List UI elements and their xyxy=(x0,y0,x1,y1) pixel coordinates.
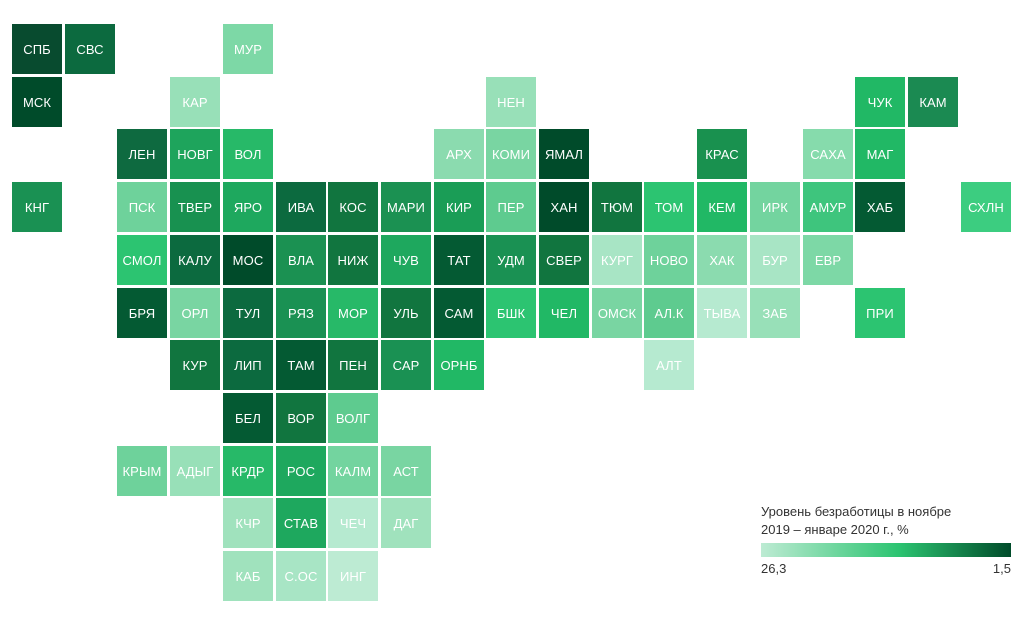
region-tile[interactable]: КАЛУ xyxy=(170,235,220,285)
region-tile[interactable]: САХА xyxy=(803,129,853,179)
region-tile[interactable]: КНГ xyxy=(12,182,62,232)
region-tile[interactable]: КУРГ xyxy=(592,235,642,285)
region-tile[interactable]: КЕМ xyxy=(697,182,747,232)
region-tile[interactable]: ТУЛ xyxy=(223,288,273,338)
region-tile[interactable]: АЛ.К xyxy=(644,288,694,338)
region-tile[interactable]: ИНГ xyxy=(328,551,378,601)
region-tile[interactable]: СХЛН xyxy=(961,182,1011,232)
region-tile[interactable]: ВЛА xyxy=(276,235,326,285)
region-tile[interactable]: КРЫМ xyxy=(117,446,167,496)
region-tile[interactable]: ЧЕЧ xyxy=(328,498,378,548)
region-tile[interactable]: МАГ xyxy=(855,129,905,179)
region-tile[interactable]: ВОЛГ xyxy=(328,393,378,443)
region-tile[interactable]: КРАС xyxy=(697,129,747,179)
region-tile[interactable]: САР xyxy=(381,340,431,390)
region-tile[interactable]: ПЕН xyxy=(328,340,378,390)
region-tile[interactable]: КУР xyxy=(170,340,220,390)
region-tile[interactable]: АСТ xyxy=(381,446,431,496)
region-tile[interactable]: КИР xyxy=(434,182,484,232)
legend-max-label: 1,5 xyxy=(992,561,1011,576)
region-tile[interactable]: БУР xyxy=(750,235,800,285)
region-tile[interactable]: АДЫГ xyxy=(170,446,220,496)
region-tile[interactable]: ТЮМ xyxy=(592,182,642,232)
region-tile[interactable]: КОМИ xyxy=(486,129,536,179)
legend-min-label: 26,3 xyxy=(761,561,787,576)
region-tile[interactable]: БРЯ xyxy=(117,288,167,338)
legend-labels: 26,3 1,5 xyxy=(761,561,1011,576)
region-tile[interactable]: СМОЛ xyxy=(117,235,167,285)
region-tile[interactable]: УЛЬ xyxy=(381,288,431,338)
region-tile[interactable]: ЯМАЛ xyxy=(539,129,589,179)
legend-title: Уровень безработицы в ноябре 2019 – янва… xyxy=(761,504,952,537)
region-tile[interactable]: БЕЛ xyxy=(223,393,273,443)
region-tile[interactable]: ТАМ xyxy=(276,340,326,390)
region-tile[interactable]: СТАВ xyxy=(276,498,326,548)
region-tile[interactable]: ЕВР xyxy=(803,235,853,285)
region-tile[interactable]: ТЫВА xyxy=(697,288,747,338)
region-tile[interactable]: ВОР xyxy=(276,393,326,443)
region-tile[interactable]: ДАГ xyxy=(381,498,431,548)
region-tile[interactable]: ХАК xyxy=(697,235,747,285)
region-tile[interactable]: ТОМ xyxy=(644,182,694,232)
region-tile[interactable]: ЧЕЛ xyxy=(539,288,589,338)
region-tile[interactable]: ТАТ xyxy=(434,235,484,285)
legend-color-scale xyxy=(761,543,1011,557)
legend: Уровень безработицы в ноябре 2019 – янва… xyxy=(761,503,1011,576)
region-tile[interactable]: ХАБ xyxy=(855,182,905,232)
region-tile[interactable]: КРДР xyxy=(223,446,273,496)
region-tile[interactable]: РЯЗ xyxy=(276,288,326,338)
region-tile[interactable]: МОР xyxy=(328,288,378,338)
region-tile[interactable]: КАЛМ xyxy=(328,446,378,496)
region-tile[interactable]: ЛЕН xyxy=(117,129,167,179)
region-tile[interactable]: КЧР xyxy=(223,498,273,548)
region-tile[interactable]: ЗАБ xyxy=(750,288,800,338)
region-tile[interactable]: ПЕР xyxy=(486,182,536,232)
region-tile[interactable]: КАБ xyxy=(223,551,273,601)
region-tile[interactable]: БШК xyxy=(486,288,536,338)
region-tile[interactable]: ЧУК xyxy=(855,77,905,127)
region-tile[interactable]: НЕН xyxy=(486,77,536,127)
region-tile[interactable]: ВОЛ xyxy=(223,129,273,179)
region-tile[interactable]: ЯРО xyxy=(223,182,273,232)
region-tile[interactable]: ЛИП xyxy=(223,340,273,390)
region-tile[interactable]: ОРНБ xyxy=(434,340,484,390)
region-tile[interactable]: ОМСК xyxy=(592,288,642,338)
region-tile[interactable]: КОС xyxy=(328,182,378,232)
region-tile[interactable]: ХАН xyxy=(539,182,589,232)
region-tile[interactable]: МСК xyxy=(12,77,62,127)
region-tile[interactable]: ИВА xyxy=(276,182,326,232)
region-tile[interactable]: С.ОС xyxy=(276,551,326,601)
region-tile[interactable]: НИЖ xyxy=(328,235,378,285)
region-tile[interactable]: АЛТ xyxy=(644,340,694,390)
region-tile[interactable]: СВС xyxy=(65,24,115,74)
region-tile[interactable]: ИРК xyxy=(750,182,800,232)
region-tile[interactable]: ЧУВ xyxy=(381,235,431,285)
region-tile[interactable]: МАРИ xyxy=(381,182,431,232)
region-tile[interactable]: НОВГ xyxy=(170,129,220,179)
region-tile[interactable]: ТВЕР xyxy=(170,182,220,232)
region-tile[interactable]: АМУР xyxy=(803,182,853,232)
region-tile[interactable]: СВЕР xyxy=(539,235,589,285)
region-tile[interactable]: ОРЛ xyxy=(170,288,220,338)
region-tile[interactable]: РОС xyxy=(276,446,326,496)
region-tile[interactable]: СПБ xyxy=(12,24,62,74)
region-tile[interactable]: МОС xyxy=(223,235,273,285)
region-tile[interactable]: ПРИ xyxy=(855,288,905,338)
region-tile[interactable]: УДМ xyxy=(486,235,536,285)
region-tile[interactable]: АРХ xyxy=(434,129,484,179)
region-tile[interactable]: КАМ xyxy=(908,77,958,127)
region-tile[interactable]: САМ xyxy=(434,288,484,338)
region-tile[interactable]: МУР xyxy=(223,24,273,74)
region-tile[interactable]: КАР xyxy=(170,77,220,127)
region-tile[interactable]: НОВО xyxy=(644,235,694,285)
region-tile[interactable]: ПСК xyxy=(117,182,167,232)
